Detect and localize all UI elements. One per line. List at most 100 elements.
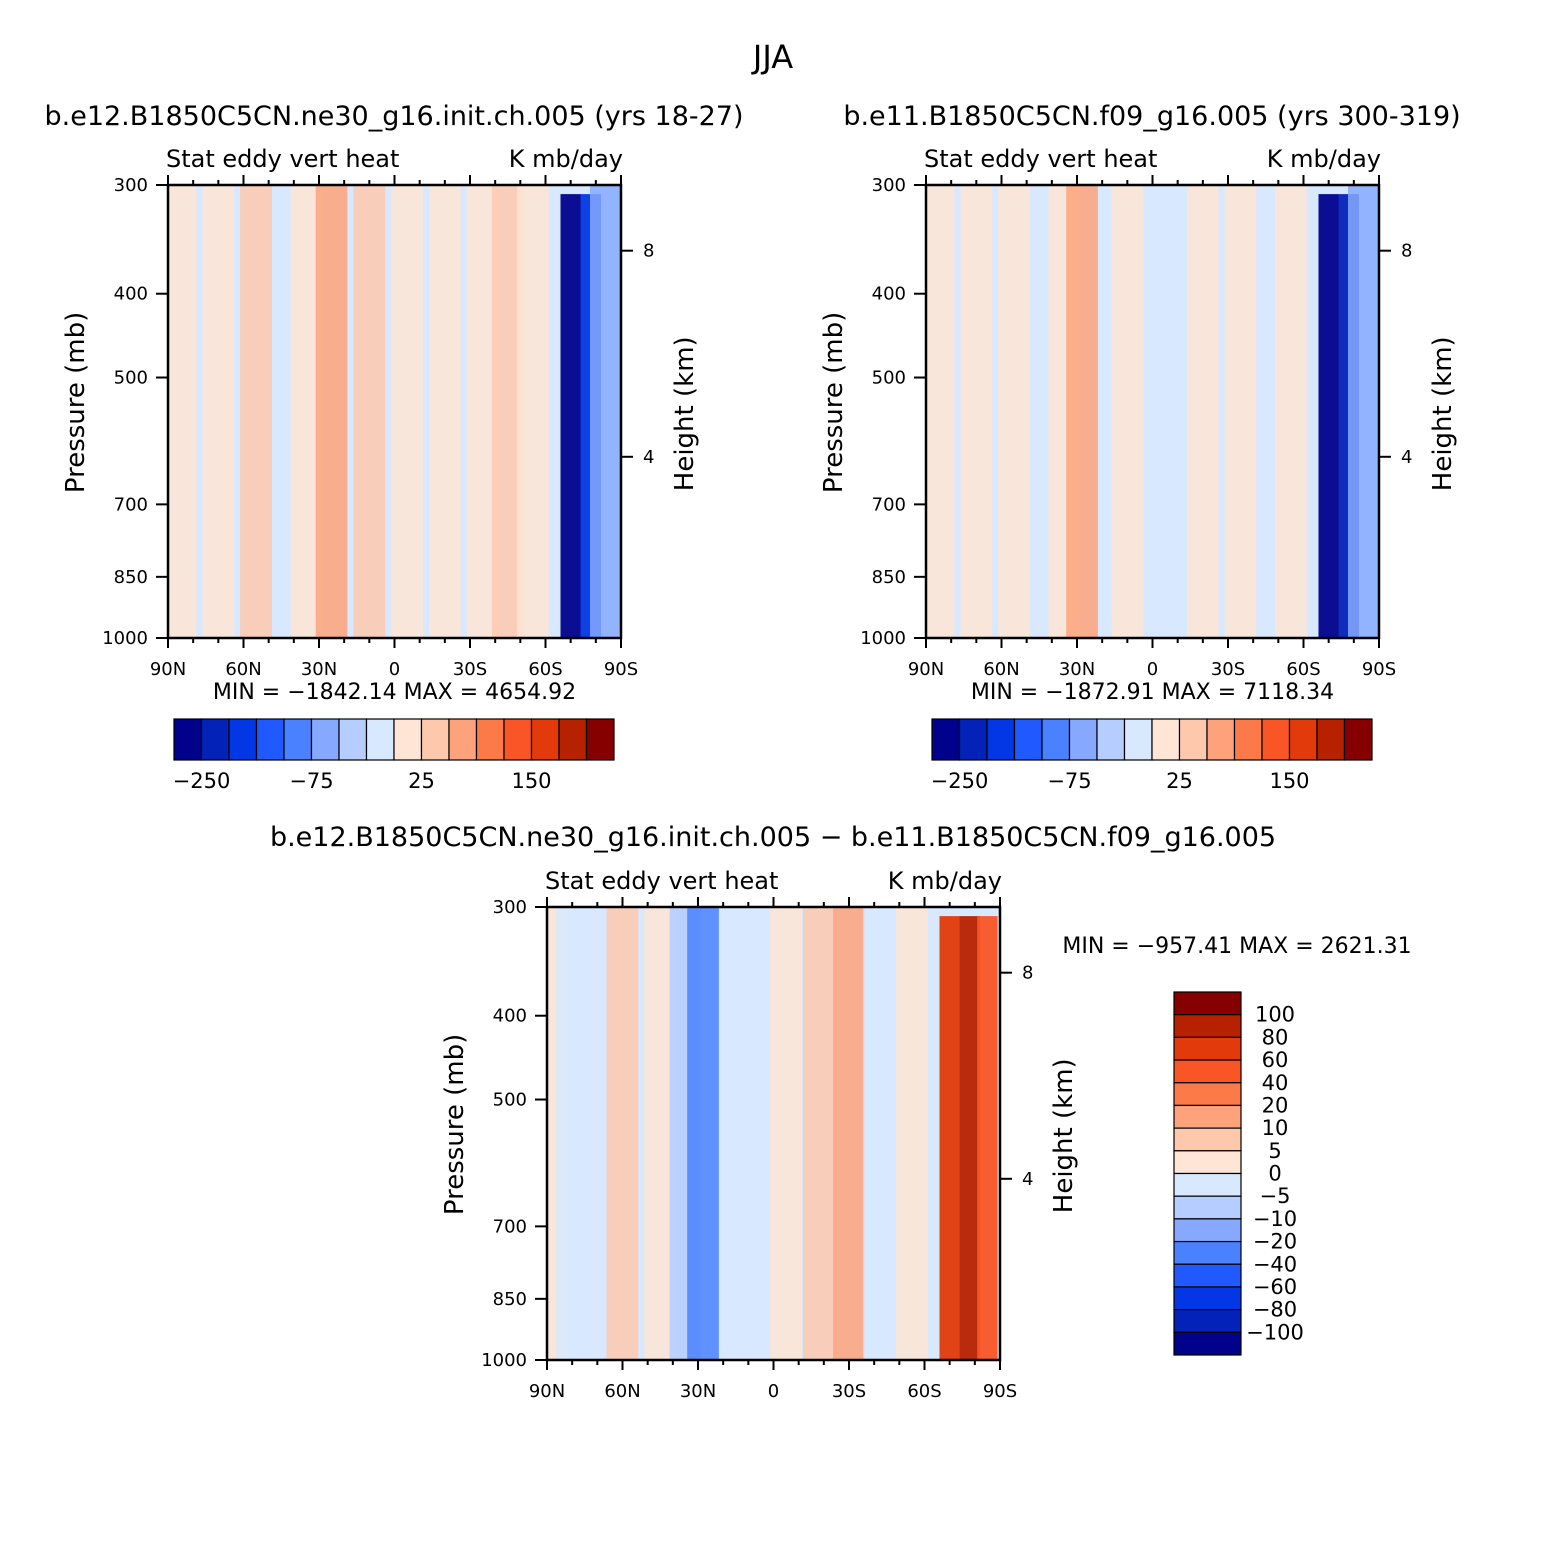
y-tick-label: 300 <box>493 897 527 918</box>
y-tick-label: 1000 <box>102 628 148 649</box>
panel-subtitle-left: Stat eddy vert heat <box>545 867 778 895</box>
colorbar-box <box>1173 1286 1242 1311</box>
x-tick-label: 90N <box>908 659 944 680</box>
colorbar-box <box>1173 1059 1242 1084</box>
colorbar-box <box>420 718 450 761</box>
data-band <box>977 916 998 1360</box>
colorbar-box <box>1173 1082 1242 1107</box>
y-tick-label: 500 <box>872 368 906 389</box>
plot-field <box>168 185 621 638</box>
colorbar-box <box>1206 718 1236 761</box>
y-tick-label: 500 <box>493 1090 527 1111</box>
x-tick-label: 60S <box>1286 659 1320 680</box>
colorbar-box <box>1173 1127 1242 1152</box>
y-tick-label: 500 <box>114 368 148 389</box>
colorbar-box <box>1173 1195 1242 1220</box>
colorbar-label: −40 <box>1253 1252 1297 1276</box>
colorbar-box <box>1041 718 1071 761</box>
colorbar-box <box>228 718 258 761</box>
y-tick-label: 300 <box>114 175 148 196</box>
data-band <box>1224 185 1257 638</box>
x-tick-label: 30S <box>1211 659 1245 680</box>
panel-p1: b.e12.B1850C5CN.ne30_g16.init.ch.005 (yr… <box>44 101 743 793</box>
data-band <box>959 916 980 1360</box>
colorbar-label: 0 <box>1268 1162 1281 1186</box>
colorbar-box <box>1316 718 1346 761</box>
colorbar-label: 5 <box>1268 1139 1281 1163</box>
y-tick-label: 850 <box>114 567 148 588</box>
colorbar-label: −5 <box>1260 1184 1291 1208</box>
y2-axis-label: Height (km) <box>1428 336 1458 491</box>
y-tick-label: 700 <box>114 494 148 515</box>
colorbar-box <box>1173 1240 1242 1265</box>
colorbar-box <box>475 718 505 761</box>
colorbar-box <box>393 718 423 761</box>
colorbar-label: 100 <box>1255 1003 1295 1027</box>
colorbar: −250 −75 25 150 <box>931 718 1373 793</box>
colorbar-label: −80 <box>1253 1298 1297 1322</box>
colorbar-box <box>1123 718 1153 761</box>
x-tick-label: 90S <box>983 1381 1017 1402</box>
panel-title: b.e11.B1850C5CN.f09_g16.005 (yrs 300-319… <box>843 101 1460 132</box>
x-tick-label: 30S <box>832 1381 866 1402</box>
data-band <box>1066 185 1098 638</box>
data-band <box>168 185 197 638</box>
panel-p3: b.e12.B1850C5CN.ne30_g16.init.ch.005 − b… <box>270 822 1412 1402</box>
colorbar-label: −20 <box>1253 1230 1297 1254</box>
data-band <box>1187 185 1219 638</box>
y2-axis-label: Height (km) <box>1049 1058 1079 1213</box>
data-band <box>719 907 752 1360</box>
y-axis-label: Pressure (mb) <box>819 312 849 493</box>
x-tick-label: 90N <box>529 1381 565 1402</box>
panel-title: b.e12.B1850C5CN.ne30_g16.init.ch.005 (yr… <box>44 101 743 132</box>
colorbar-box <box>1068 718 1098 761</box>
colorbar-box <box>1173 1309 1242 1333</box>
data-band <box>896 907 928 1360</box>
colorbar-box <box>365 718 395 761</box>
colorbar-box <box>1173 1331 1242 1356</box>
colorbar-label: −75 <box>289 769 333 793</box>
y2-tick-label: 4 <box>1022 1169 1033 1190</box>
colorbar-box <box>255 718 285 761</box>
data-band <box>1318 194 1339 638</box>
colorbar-label: 150 <box>511 769 551 793</box>
colorbar-box <box>1343 718 1373 761</box>
colorbar-label: −250 <box>931 769 989 793</box>
data-band <box>202 185 235 638</box>
colorbar-label: −60 <box>1253 1275 1297 1299</box>
colorbar-label: 20 <box>1262 1093 1289 1117</box>
y2-axis-label: Height (km) <box>670 336 700 491</box>
colorbar-box <box>310 718 340 761</box>
x-tick-label: 30S <box>453 659 487 680</box>
y-tick-label: 400 <box>872 284 906 305</box>
y-tick-label: 700 <box>493 1216 527 1237</box>
data-band <box>926 185 955 638</box>
plot-background <box>926 185 1379 638</box>
x-tick-label: 60N <box>983 659 1019 680</box>
colorbar-label: −10 <box>1253 1207 1297 1231</box>
colorbar-box <box>1173 1150 1242 1175</box>
data-band <box>560 194 581 638</box>
colorbar-box <box>200 718 230 761</box>
y-tick-label: 850 <box>493 1289 527 1310</box>
y-tick-label: 700 <box>872 494 906 515</box>
panel-subtitle-right: K mb/day <box>888 867 1002 895</box>
x-tick-label: 90N <box>150 659 186 680</box>
figure-title: JJA <box>751 38 793 76</box>
data-band <box>240 185 272 638</box>
y-tick-label: 1000 <box>860 628 906 649</box>
colorbar-box <box>1233 718 1263 761</box>
panels: b.e12.B1850C5CN.ne30_g16.init.ch.005 (yr… <box>44 101 1460 1402</box>
y2-tick-label: 4 <box>1401 447 1412 468</box>
y-axis-label: Pressure (mb) <box>61 312 91 493</box>
colorbar-box <box>958 718 988 761</box>
colorbar-box <box>1173 1263 1242 1288</box>
data-band <box>1348 185 1379 638</box>
data-band <box>590 185 621 638</box>
colorbar-box <box>448 718 478 761</box>
panel-subtitle-left: Stat eddy vert heat <box>924 145 1157 173</box>
data-band <box>517 185 549 638</box>
x-tick-label: 90S <box>1362 659 1396 680</box>
